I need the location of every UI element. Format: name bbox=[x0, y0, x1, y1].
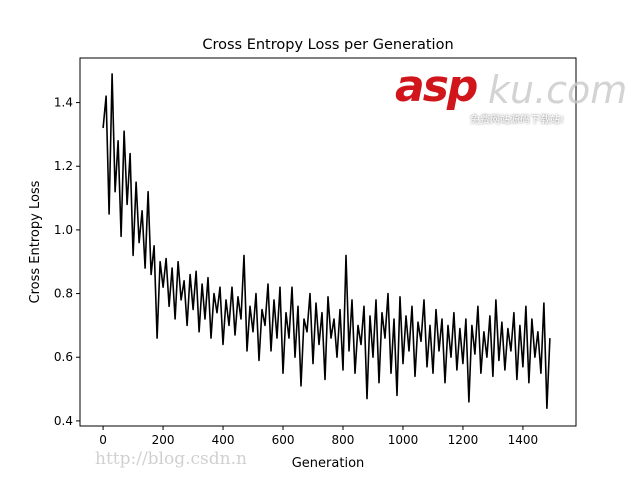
y-tick-label: 1.2 bbox=[54, 159, 73, 173]
x-tick-label: 800 bbox=[332, 433, 355, 447]
x-tick-label: 600 bbox=[272, 433, 295, 447]
series-line-loss bbox=[102, 73, 551, 410]
x-tick-label: 1200 bbox=[448, 433, 479, 447]
x-axis-label: Generation bbox=[292, 456, 365, 471]
x-tick-label: 200 bbox=[152, 433, 175, 447]
y-tick-label: 1.0 bbox=[54, 223, 73, 237]
x-tick-label: 1400 bbox=[508, 433, 539, 447]
y-tick-label: 0.6 bbox=[54, 350, 73, 364]
watermark-brand-grey: ku.com bbox=[488, 68, 628, 112]
watermark-url: http://blog.csdn.n bbox=[95, 449, 247, 469]
watermark-brand-red: asp bbox=[395, 61, 478, 112]
x-tick-label: 0 bbox=[99, 433, 107, 447]
x-tick-label: 1000 bbox=[388, 433, 419, 447]
x-tick-label: 400 bbox=[212, 433, 235, 447]
chart-title: Cross Entropy Loss per Generation bbox=[202, 37, 453, 53]
y-tick-label: 0.8 bbox=[54, 287, 73, 301]
plot-frame bbox=[79, 57, 577, 427]
y-tick-label: 0.4 bbox=[54, 414, 73, 428]
y-tick-label: 1.4 bbox=[54, 96, 73, 110]
y-axis-label: Cross Entropy Loss bbox=[28, 180, 43, 303]
watermark-slogan: 免费网站源码下载站! bbox=[470, 115, 565, 126]
